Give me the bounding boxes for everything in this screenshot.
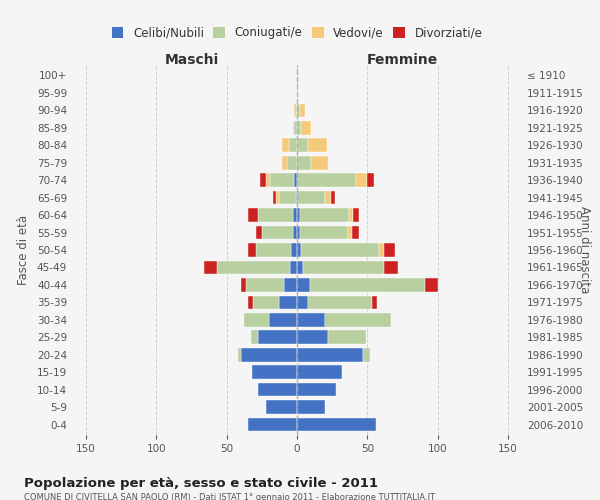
Bar	[297, 156, 311, 170]
Bar	[297, 121, 301, 134]
Bar	[297, 243, 301, 257]
Bar	[367, 174, 374, 187]
Bar	[287, 156, 297, 170]
Bar	[270, 174, 294, 187]
Bar	[297, 104, 300, 117]
Bar	[296, 104, 297, 117]
Bar	[260, 174, 266, 187]
Bar	[297, 191, 325, 204]
Bar	[244, 313, 269, 326]
Bar	[308, 296, 371, 309]
Bar	[352, 226, 359, 239]
Bar	[297, 278, 310, 291]
Bar	[293, 226, 297, 239]
Bar	[363, 348, 370, 362]
Bar	[310, 278, 425, 291]
Bar	[297, 330, 328, 344]
Bar	[257, 383, 297, 396]
Bar	[290, 260, 297, 274]
Text: COMUNE DI CIVITELLA SAN PAOLO (RM) - Dati ISTAT 1° gennaio 2011 - Elaborazione T: COMUNE DI CIVITELLA SAN PAOLO (RM) - Dat…	[24, 492, 435, 500]
Bar	[297, 174, 356, 187]
Bar	[256, 226, 262, 239]
Bar	[289, 138, 297, 152]
Bar	[266, 174, 270, 187]
Y-axis label: Fasce di età: Fasce di età	[17, 215, 30, 285]
Bar	[252, 366, 297, 379]
Bar	[262, 226, 293, 239]
Bar	[379, 243, 384, 257]
Bar	[300, 104, 305, 117]
Bar	[294, 174, 297, 187]
Bar	[384, 243, 395, 257]
Bar	[297, 226, 300, 239]
Bar	[297, 86, 298, 100]
Bar	[297, 313, 325, 326]
Bar	[269, 313, 297, 326]
Bar	[301, 121, 311, 134]
Bar	[297, 208, 300, 222]
Bar	[204, 260, 217, 274]
Bar	[217, 260, 290, 274]
Bar	[328, 330, 366, 344]
Bar	[308, 138, 326, 152]
Bar	[347, 226, 352, 239]
Bar	[297, 366, 342, 379]
Bar	[251, 330, 257, 344]
Text: Maschi: Maschi	[164, 52, 218, 66]
Bar	[281, 156, 287, 170]
Bar	[356, 174, 367, 187]
Bar	[266, 400, 297, 414]
Bar	[253, 296, 279, 309]
Bar	[293, 208, 297, 222]
Bar	[301, 243, 379, 257]
Bar	[248, 296, 253, 309]
Bar	[353, 208, 359, 222]
Bar	[384, 260, 398, 274]
Bar	[257, 208, 293, 222]
Bar	[297, 418, 376, 432]
Legend: Celibi/Nubili, Coniugati/e, Vedovi/e, Divorziati/e: Celibi/Nubili, Coniugati/e, Vedovi/e, Di…	[108, 23, 486, 43]
Bar	[297, 296, 308, 309]
Bar	[293, 121, 294, 134]
Bar	[294, 121, 297, 134]
Bar	[279, 296, 297, 309]
Bar	[281, 138, 289, 152]
Bar	[297, 348, 363, 362]
Bar	[349, 208, 353, 222]
Bar	[297, 383, 337, 396]
Bar	[325, 191, 331, 204]
Bar	[279, 191, 296, 204]
Bar	[248, 418, 297, 432]
Bar	[297, 400, 325, 414]
Bar	[302, 260, 384, 274]
Bar	[425, 278, 437, 291]
Bar	[284, 278, 297, 291]
Bar	[300, 208, 349, 222]
Bar	[238, 348, 241, 362]
Text: Popolazione per età, sesso e stato civile - 2011: Popolazione per età, sesso e stato civil…	[24, 478, 378, 490]
Bar	[276, 191, 279, 204]
Bar	[292, 243, 297, 257]
Bar	[241, 278, 247, 291]
Bar	[297, 260, 302, 274]
Bar	[256, 243, 292, 257]
Bar	[294, 104, 296, 117]
Bar	[273, 191, 276, 204]
Bar	[371, 296, 377, 309]
Bar	[331, 191, 335, 204]
Bar	[296, 191, 297, 204]
Bar	[247, 278, 284, 291]
Bar	[311, 156, 328, 170]
Bar	[297, 138, 308, 152]
Bar	[241, 348, 297, 362]
Bar	[325, 313, 391, 326]
Bar	[257, 330, 297, 344]
Bar	[248, 208, 257, 222]
Text: Femmine: Femmine	[367, 52, 438, 66]
Y-axis label: Anni di nascita: Anni di nascita	[578, 206, 590, 294]
Bar	[300, 226, 347, 239]
Bar	[248, 243, 256, 257]
